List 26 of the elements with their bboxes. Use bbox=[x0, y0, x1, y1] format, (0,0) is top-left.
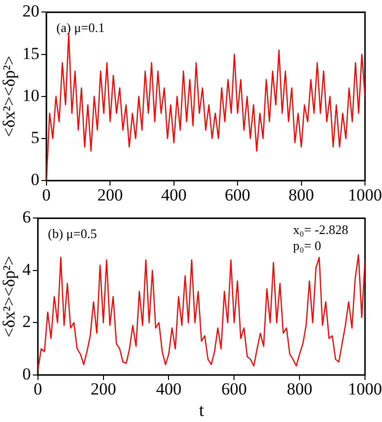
y-tick-label: 6 bbox=[22, 208, 31, 227]
y-axis-title: <δx²><δp²> bbox=[0, 256, 19, 338]
x-tick-label: 400 bbox=[156, 380, 182, 399]
y-tick-label: 20 bbox=[22, 2, 40, 21]
y-tick-label: 2 bbox=[22, 312, 31, 332]
y-tick-label: 0 bbox=[30, 170, 40, 190]
y-tick-label: 5 bbox=[30, 128, 40, 147]
x-tick-label: 600 bbox=[221, 380, 247, 399]
x-tick-label: 800 bbox=[288, 185, 314, 204]
annotation: p₀= 0 bbox=[293, 238, 322, 254]
x-tick-label: 400 bbox=[161, 185, 187, 204]
annotation: (b) μ=0.5 bbox=[48, 226, 97, 242]
y-tick-label: 4 bbox=[22, 260, 32, 279]
x-tick-label: 800 bbox=[286, 380, 312, 399]
x-axis-title: t bbox=[198, 400, 204, 420]
x-tick-label: 1000 bbox=[348, 380, 382, 399]
y-tick-label: 10 bbox=[22, 86, 40, 105]
x-tick-label: 1000 bbox=[348, 185, 382, 204]
annotation: (a) μ=0.1 bbox=[56, 20, 105, 36]
x-tick-label: 200 bbox=[90, 380, 116, 399]
y-tick-label: 0 bbox=[22, 364, 31, 384]
y-tick-label: 15 bbox=[22, 44, 40, 63]
y-axis-title: <δx²><δp²> bbox=[0, 56, 19, 138]
x-tick-label: 200 bbox=[97, 185, 123, 204]
x-tick-label: 600 bbox=[224, 185, 250, 204]
annotation: x₀= -2.828 bbox=[293, 222, 348, 238]
